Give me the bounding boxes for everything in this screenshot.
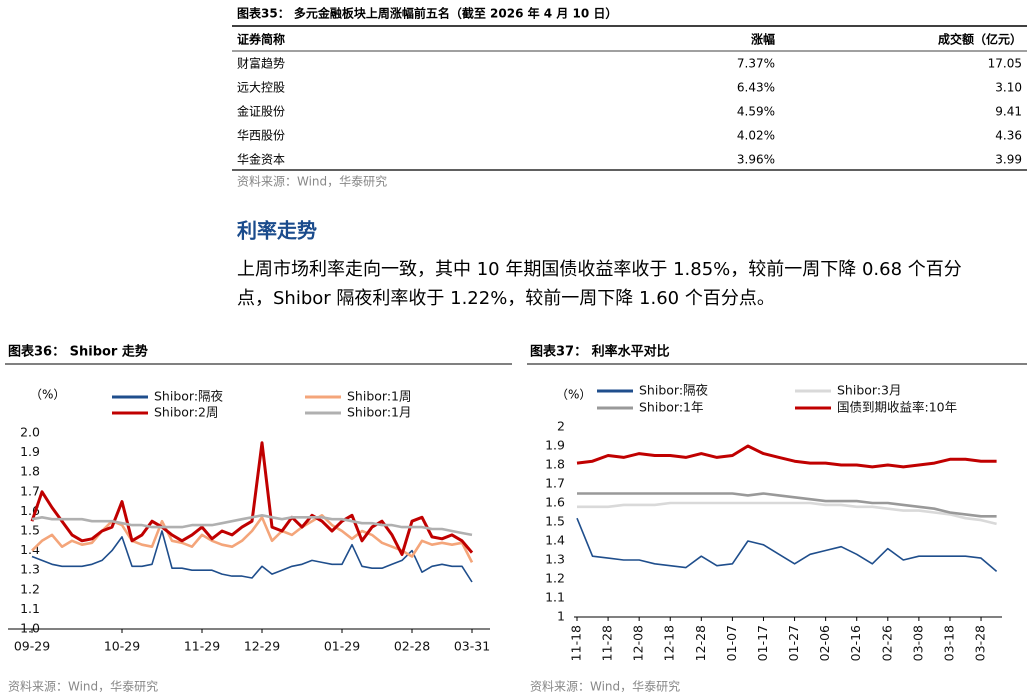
legend-label: Shibor:隔夜 (639, 383, 709, 398)
y-unit: （%） (556, 388, 591, 402)
x-tick-label: 12-18 (662, 625, 677, 661)
paragraph: 点，Shibor 隔夜利率收于 1.22%，较前一周下降 1.60 个百分点。 (237, 288, 775, 309)
y-unit: （%） (30, 388, 65, 402)
x-tick-label: 01-27 (786, 625, 801, 661)
cell: 金证股份 (237, 104, 285, 119)
y-tick-label: 1.3 (545, 552, 565, 567)
y-tick-label: 1.7 (20, 483, 40, 498)
line-series (577, 501, 997, 526)
cell: 3.96% (737, 153, 775, 167)
y-tick-label: 1.7 (545, 476, 565, 491)
cell: 3.10 (995, 81, 1022, 95)
y-tick-label: 1.2 (545, 571, 565, 586)
line-series (31, 530, 473, 583)
chart-title: 图表37： 利率水平对比 (530, 344, 670, 360)
x-tick-label: 02-28 (394, 639, 430, 654)
legend-label: Shibor:2周 (154, 405, 219, 420)
y-tick-label: 1.5 (545, 514, 565, 529)
x-tick-label: 01-07 (724, 625, 739, 661)
x-tick-label: 03-28 (973, 625, 988, 661)
x-tick-label: 12-08 (631, 625, 646, 661)
y-tick-label: 2.0 (20, 425, 40, 440)
cell: 远大控股 (237, 81, 285, 95)
x-tick-label: 03-18 (941, 625, 956, 661)
x-tick-label: 01-17 (755, 625, 770, 661)
y-tick-label: 1.1 (20, 601, 40, 616)
legend-label: Shibor:隔夜 (154, 389, 224, 404)
cell: 华金资本 (237, 152, 285, 167)
y-tick-label: 1 (557, 609, 565, 624)
x-tick-label: 11-29 (184, 639, 220, 654)
y-tick-label: 1.1 (545, 590, 565, 605)
legend-label: Shibor:1周 (347, 389, 412, 404)
x-tick-label: 01-29 (324, 639, 360, 654)
line-series (31, 514, 473, 537)
x-tick-label: 12-28 (693, 625, 708, 661)
y-tick-label: 1.3 (20, 562, 40, 577)
y-tick-label: 1.8 (545, 457, 565, 472)
y-tick-label: 1.4 (545, 533, 565, 548)
legend-label: 国债到期收益率:10年 (837, 400, 957, 415)
table-header: 证券简称 (237, 32, 285, 47)
source: 资料来源：Wind，华泰研究 (237, 174, 387, 189)
x-tick-label: 10-29 (104, 639, 140, 654)
cell: 7.37% (737, 57, 775, 71)
paragraph: 上周市场利率走向一致，其中 10 年期国债收益率收于 1.85%，较前一周下降 … (237, 259, 962, 280)
line-series (576, 444, 997, 469)
y-tick-label: 1.6 (545, 495, 565, 510)
cell: 3.99 (995, 153, 1022, 167)
line-series (576, 517, 998, 573)
y-tick-label: 1.9 (545, 438, 565, 453)
y-tick-label: 1.8 (20, 464, 40, 479)
cell: 4.59% (737, 105, 775, 119)
cell: 4.02% (737, 129, 775, 143)
cell: 4.36 (995, 129, 1022, 143)
x-tick-label: 11-28 (600, 625, 615, 661)
x-tick-label: 03-31 (454, 639, 490, 654)
section-title: 利率走势 (237, 219, 317, 243)
y-tick-label: 1.0 (20, 621, 40, 636)
cell: 6.43% (737, 81, 775, 95)
cell: 17.05 (988, 57, 1022, 71)
x-tick-label: 03-08 (910, 625, 925, 661)
y-tick-label: 1.9 (20, 444, 40, 459)
x-tick-label: 02-26 (879, 625, 894, 661)
cell: 9.41 (995, 105, 1022, 119)
table-header: 涨幅 (751, 32, 775, 47)
y-tick-label: 2 (557, 419, 565, 434)
legend-label: Shibor:1月 (347, 405, 412, 420)
legend-label: Shibor:1年 (639, 400, 704, 415)
table-header: 成交额（亿元） (938, 32, 1022, 47)
x-tick-label: 09-29 (14, 639, 50, 654)
x-tick-label: 02-16 (848, 625, 863, 661)
table-title: 图表35： 多元金融板块上周涨幅前五名（截至 2026 年 4 月 10 日） (237, 6, 617, 21)
source: 资料来源：Wind，华泰研究 (530, 679, 680, 694)
y-tick-label: 1.2 (20, 581, 40, 596)
charts: 图表36： Shibor 走势 （%） 资料来源：Wind，华泰研究 1.0 1.1 1.… (5, 344, 1027, 694)
source: 资料来源：Wind，华泰研究 (8, 679, 158, 694)
cell: 财富趋势 (237, 56, 285, 71)
cell: 华西股份 (237, 129, 285, 143)
legend-label: Shibor:3月 (837, 383, 902, 398)
x-tick-label: 12-29 (244, 639, 280, 654)
x-tick-label: 02-06 (817, 625, 832, 661)
table-body: 财富趋势 7.37% 17.05 远大控股 6.43% 3.10 金证股份 4.59% 9.41… (237, 56, 1022, 167)
x-tick-label: 11-18 (569, 625, 584, 661)
line-series (30, 441, 474, 556)
y-tick-label: 1.5 (20, 523, 40, 538)
chart-title: 图表36： Shibor 走势 (8, 344, 148, 360)
line-series (577, 492, 997, 518)
